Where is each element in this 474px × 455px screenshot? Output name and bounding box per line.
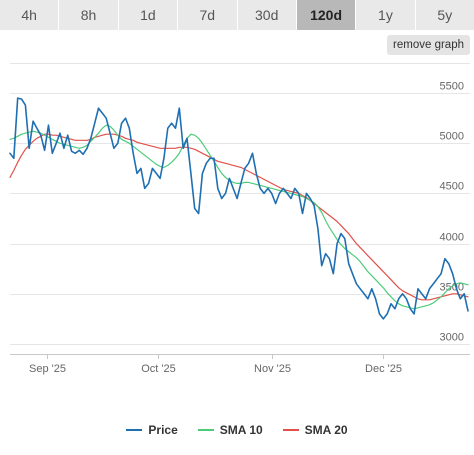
legend-swatch-price <box>126 429 143 431</box>
tab-4h[interactable]: 4h <box>0 0 60 30</box>
timeframe-tabs: 4h 8h 1d 7d 30d 120d 1y 5y <box>0 0 474 30</box>
y-tick-label-3000: 3000 <box>440 332 464 344</box>
x-tick-label-oct-25: Oct '25 <box>141 363 176 375</box>
legend-item-price[interactable]: Price <box>126 423 178 437</box>
legend-label-price: Price <box>148 423 178 437</box>
chart-legend: Price SMA 10 SMA 20 <box>0 420 474 440</box>
y-tick-label-5000: 5000 <box>440 131 464 143</box>
x-tick-label-sep-25: Sep '25 <box>29 363 66 375</box>
legend-item-sma20[interactable]: SMA 20 <box>282 423 348 437</box>
y-tick-label-4000: 4000 <box>440 232 464 244</box>
tab-5y[interactable]: 5y <box>415 0 474 30</box>
tab-1d[interactable]: 1d <box>118 0 179 30</box>
y-tick-label-5500: 5500 <box>440 81 464 93</box>
legend-label-sma20: SMA 20 <box>304 423 348 437</box>
tab-30d[interactable]: 30d <box>237 0 297 30</box>
x-tick-label-nov-25: Nov '25 <box>254 363 291 375</box>
y-tick-label-4500: 4500 <box>440 181 464 193</box>
tab-120d[interactable]: 120d <box>296 0 357 30</box>
series-line-price <box>9 97 469 320</box>
tab-8h[interactable]: 8h <box>59 0 119 30</box>
remove-graph-button[interactable]: remove graph <box>387 35 470 55</box>
legend-item-sma10[interactable]: SMA 10 <box>197 423 263 437</box>
legend-swatch-sma10 <box>197 429 214 431</box>
series-line-sma10 <box>9 124 469 310</box>
x-tick-label-dec-25: Dec '25 <box>365 363 402 375</box>
tab-7d[interactable]: 7d <box>178 0 238 30</box>
legend-label-sma10: SMA 10 <box>219 423 263 437</box>
legend-swatch-sma20 <box>282 429 299 431</box>
tab-1y[interactable]: 1y <box>356 0 416 30</box>
series-line-sma20 <box>9 133 469 301</box>
